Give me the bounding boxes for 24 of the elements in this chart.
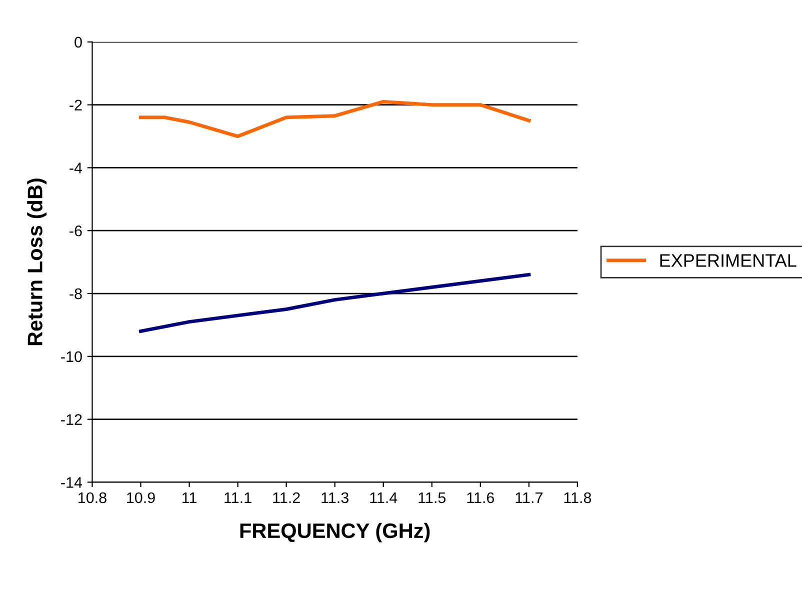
y-tick-label: -8 [70, 288, 82, 300]
line-series [139, 272, 531, 333]
x-tick-label: 11.1 [224, 492, 252, 503]
y-tick-label: -10 [61, 351, 82, 362]
x-tick-label: 11.6 [467, 492, 494, 504]
x-tick-label: 11.2 [273, 492, 300, 503]
y-tick-label: -12 [61, 414, 82, 425]
y-axis-title: Return Loss (dB) [27, 178, 47, 346]
x-tick-label: 11.7 [516, 492, 542, 503]
x-tick-label: 11.8 [564, 492, 592, 504]
y-tick-label: -14 [61, 477, 82, 488]
y-tick-label: 0 [74, 36, 82, 48]
x-axis-title: FREQUENCY (GHz) [240, 522, 430, 542]
line-series [139, 100, 531, 138]
x-tick-label: 11 [182, 492, 196, 503]
y-tick-label: -6 [70, 225, 82, 236]
y-tick-label: -2 [70, 100, 82, 110]
x-tick-label: 10.8 [78, 492, 106, 504]
x-tick-label: 10.9 [127, 492, 155, 504]
legend-label: EXPERIMENTAL [660, 254, 796, 267]
y-tick-label: -4 [70, 162, 82, 174]
x-tick-label: 11.4 [370, 492, 398, 503]
x-tick-label: 11.5 [418, 492, 446, 504]
x-tick-label: 11.3 [322, 492, 348, 504]
